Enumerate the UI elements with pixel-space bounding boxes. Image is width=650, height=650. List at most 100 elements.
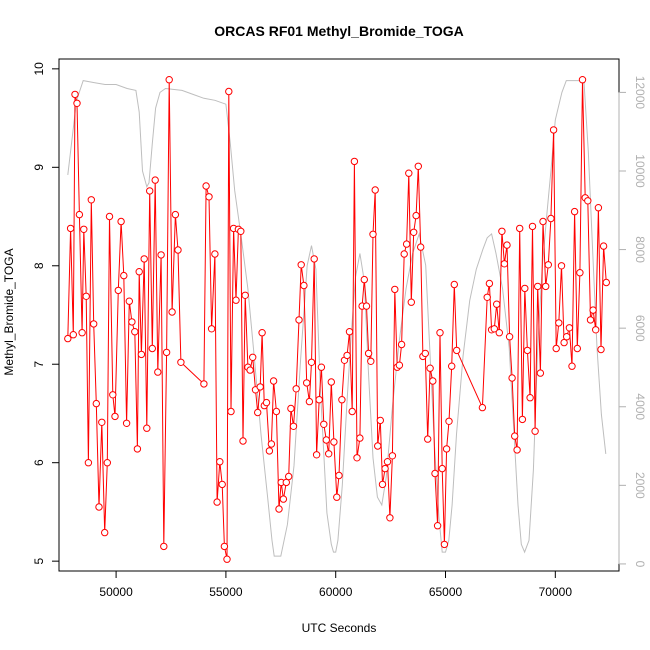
x-tick-label: 50000: [99, 585, 133, 599]
data-point: [317, 363, 326, 371]
data-point: [388, 452, 397, 460]
data-point: [374, 442, 382, 450]
data-point: [518, 415, 527, 424]
data-point: [143, 424, 151, 432]
x-tick-label: 70000: [539, 585, 573, 599]
data-point: [146, 187, 154, 195]
data-point: [333, 493, 341, 501]
data-point: [523, 346, 532, 355]
data-point: [218, 480, 226, 489]
data-point: [453, 346, 461, 355]
data-point: [162, 348, 171, 357]
data-point: [303, 379, 311, 387]
data-point: [279, 495, 288, 503]
data-point: [256, 383, 264, 391]
data-point: [483, 293, 491, 301]
data-point: [211, 250, 219, 258]
data-point: [285, 472, 293, 481]
data-point: [133, 445, 142, 453]
data-point: [297, 261, 305, 269]
data-point: [362, 302, 371, 310]
data-point: [421, 349, 429, 358]
data-point: [521, 284, 529, 293]
data-point: [232, 296, 240, 304]
data-point: [105, 212, 114, 221]
data-point: [292, 385, 300, 393]
data-point: [552, 344, 560, 353]
data-point: [95, 503, 103, 511]
data-point: [320, 420, 328, 428]
x-tick-label: 60000: [319, 585, 353, 599]
data-point: [295, 316, 303, 324]
data-point: [64, 334, 72, 343]
data-point: [246, 366, 254, 374]
data-point: [80, 225, 88, 234]
data-point: [157, 251, 165, 259]
data-point: [109, 391, 117, 399]
data-point: [528, 222, 537, 231]
data-point: [534, 282, 542, 291]
data-point: [402, 240, 411, 248]
data-point: [381, 464, 389, 473]
data-point: [547, 214, 555, 223]
data-point: [140, 255, 148, 263]
data-point: [391, 285, 399, 294]
data-point: [555, 319, 563, 327]
y2-tick-label: 8000: [633, 236, 647, 263]
data-point: [505, 333, 514, 341]
data-point: [348, 407, 356, 416]
data-point: [448, 362, 456, 370]
data-point: [412, 211, 420, 220]
data-point: [275, 505, 283, 513]
data-point: [125, 297, 134, 305]
data-point: [599, 242, 608, 250]
data-point: [343, 351, 351, 360]
data-point: [160, 542, 168, 551]
data-point: [114, 286, 123, 295]
data-point: [442, 445, 451, 453]
data-point: [369, 230, 377, 239]
y2-tick-label: 2000: [633, 472, 647, 499]
data-point: [82, 292, 90, 300]
data-point: [350, 157, 359, 166]
data-point: [216, 458, 224, 466]
data-point: [531, 427, 539, 435]
y2-tick-label: 10000: [633, 154, 647, 188]
data-point: [237, 227, 245, 236]
data-point: [287, 404, 295, 413]
data-point: [338, 396, 346, 404]
data-point: [98, 418, 106, 426]
data-point: [367, 357, 375, 365]
data-point: [90, 320, 98, 328]
data-point: [227, 407, 235, 416]
data-point: [542, 282, 550, 291]
data-point: [200, 380, 208, 388]
data-point: [602, 278, 610, 287]
data-point: [307, 358, 316, 366]
data-point: [111, 412, 119, 421]
data-point: [151, 176, 159, 184]
y-axis-left: 5 6 7 8 9 10: [32, 62, 60, 564]
y-tick-label: 9: [32, 164, 46, 171]
data-point: [386, 514, 394, 522]
data-point: [78, 329, 86, 337]
data-point: [75, 210, 84, 219]
y2-tick-label: 12000: [633, 76, 647, 110]
data-point: [205, 193, 213, 201]
data-point: [69, 331, 78, 339]
data-point: [429, 377, 437, 385]
data-point: [258, 329, 266, 337]
data-point: [269, 377, 278, 385]
data-point: [327, 378, 335, 386]
data-point: [576, 269, 584, 277]
data-point: [364, 349, 373, 358]
data-point: [325, 450, 333, 458]
data-point: [400, 250, 408, 258]
x-tick-label: 55000: [209, 585, 243, 599]
data-point: [586, 316, 595, 324]
data-point: [431, 469, 439, 478]
data-point: [174, 246, 182, 254]
data-point: [66, 224, 75, 233]
data-point: [345, 328, 354, 336]
data-point: [101, 528, 109, 537]
